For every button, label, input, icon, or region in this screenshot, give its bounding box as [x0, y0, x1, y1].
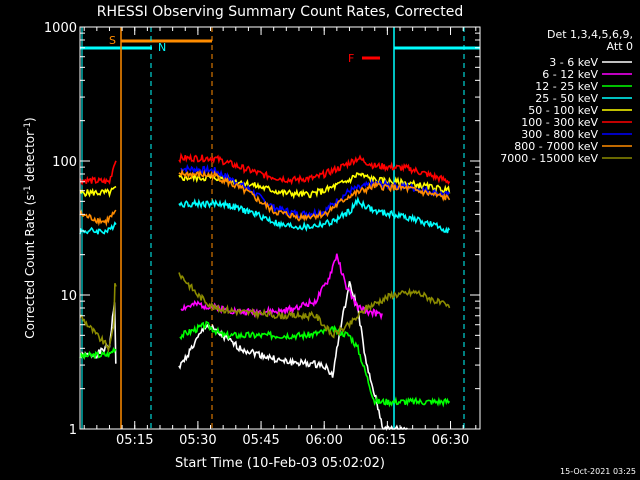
legend-item-label: 25 - 50 keV: [535, 92, 598, 105]
series-line: [79, 272, 451, 354]
x-tick-label: 06:00: [305, 433, 342, 448]
plot-frame: [79, 26, 481, 430]
x-axis-label: Start Time (10-Feb-03 05:02:02): [175, 456, 385, 471]
series-line: [79, 195, 451, 235]
series-line: [180, 163, 451, 219]
chart-title: RHESSI Observing Summary Count Rates, Co…: [97, 4, 463, 20]
y-tick-label: 1: [69, 423, 77, 438]
legend-item-label: 3 - 6 keV: [549, 56, 598, 69]
series-line: [79, 320, 451, 408]
y-tick-label: 1000: [44, 21, 77, 36]
legend-item-label: 7000 - 15000 keV: [500, 152, 598, 165]
x-tick-label: 05:15: [116, 433, 153, 448]
axis-layer: 05:15 05:30 05:45 06:00 06:15 06:30 1 10 100 1000: [44, 21, 480, 448]
saa-label: S: [109, 34, 116, 47]
night-label: N: [158, 41, 166, 54]
legend-header-detectors: Det 1,3,4,5,6,9,: [547, 28, 633, 41]
series-layer: [79, 152, 451, 431]
legend-item-label: 50 - 100 keV: [528, 104, 598, 117]
legend-item-label: 800 - 7000 keV: [514, 140, 598, 153]
overlay-markers: S N F: [80, 27, 480, 429]
series-line: [79, 168, 451, 227]
legend-item-label: 12 - 25 keV: [535, 80, 598, 93]
y-axis-label: Corrected Count Rate (s-1 detector-1): [23, 117, 37, 338]
legend-item-label: 300 - 800 keV: [521, 128, 598, 141]
legend-item-label: 100 - 300 keV: [521, 116, 598, 129]
flare-label: F: [348, 52, 354, 65]
y-tick-label: 100: [52, 155, 77, 170]
x-tick-label: 06:30: [432, 433, 469, 448]
y-tick-label: 10: [60, 289, 77, 304]
x-tick-label: 06:15: [369, 433, 406, 448]
series-line: [79, 152, 451, 186]
footer-timestamp: 15-Oct-2021 03:25: [560, 467, 636, 476]
legend-header-attenuator: Att 0: [607, 40, 633, 53]
legend-item-label: 6 - 12 keV: [542, 68, 598, 81]
x-tick-label: 05:45: [242, 433, 279, 448]
x-tick-label: 05:30: [179, 433, 216, 448]
